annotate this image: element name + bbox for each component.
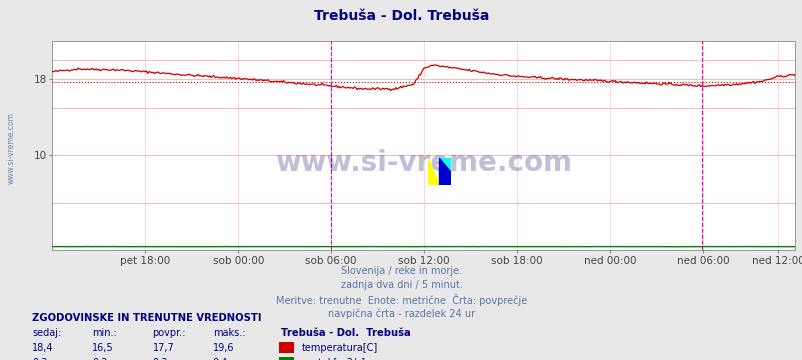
Text: zadnja dva dni / 5 minut.: zadnja dva dni / 5 minut. <box>340 280 462 290</box>
Text: Trebuša - Dol.  Trebuša: Trebuša - Dol. Trebuša <box>281 328 411 338</box>
Text: 0,3: 0,3 <box>92 359 107 360</box>
Text: povpr.:: povpr.: <box>152 328 186 338</box>
Text: temperatura[C]: temperatura[C] <box>302 343 378 354</box>
Text: maks.:: maks.: <box>213 328 245 338</box>
Polygon shape <box>427 158 439 185</box>
Text: 0,3: 0,3 <box>152 359 168 360</box>
Text: min.:: min.: <box>92 328 117 338</box>
Text: Trebuša - Dol. Trebuša: Trebuša - Dol. Trebuša <box>314 9 488 23</box>
Text: pretok[m3/s]: pretok[m3/s] <box>302 359 365 360</box>
Text: ZGODOVINSKE IN TRENUTNE VREDNOSTI: ZGODOVINSKE IN TRENUTNE VREDNOSTI <box>32 313 261 323</box>
Text: 18,4: 18,4 <box>32 343 54 354</box>
Text: www.si-vreme.com: www.si-vreme.com <box>275 149 571 176</box>
Polygon shape <box>439 158 450 172</box>
Text: 0,3: 0,3 <box>32 359 47 360</box>
Text: 0,4: 0,4 <box>213 359 228 360</box>
Text: 16,5: 16,5 <box>92 343 114 354</box>
Text: 19,6: 19,6 <box>213 343 234 354</box>
Text: Slovenija / reke in morje.: Slovenija / reke in morje. <box>341 266 461 276</box>
Text: sedaj:: sedaj: <box>32 328 61 338</box>
Text: 17,7: 17,7 <box>152 343 174 354</box>
Polygon shape <box>439 158 450 185</box>
Text: Meritve: trenutne  Enote: metrične  Črta: povprečje: Meritve: trenutne Enote: metrične Črta: … <box>276 294 526 306</box>
Text: navpična črta - razdelek 24 ur: navpična črta - razdelek 24 ur <box>327 309 475 319</box>
Text: www.si-vreme.com: www.si-vreme.com <box>6 112 15 184</box>
